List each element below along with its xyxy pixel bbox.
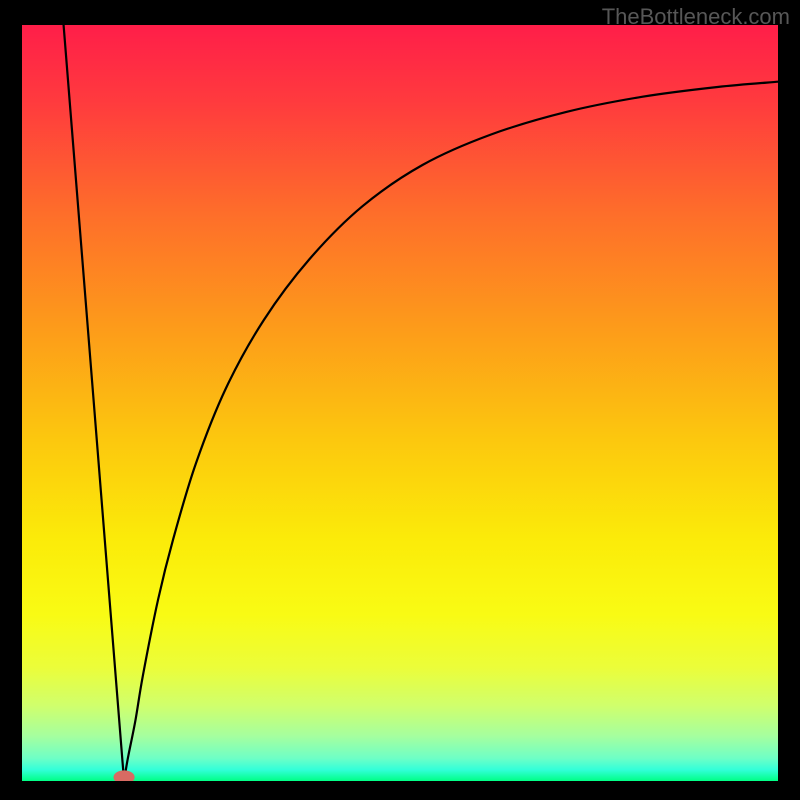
optimum-marker (113, 770, 134, 784)
chart-root: { "watermark": { "text": "TheBottleneck.… (0, 0, 800, 800)
bottleneck-chart (0, 0, 800, 800)
plot-background (22, 25, 778, 781)
watermark-text: TheBottleneck.com (602, 4, 790, 30)
